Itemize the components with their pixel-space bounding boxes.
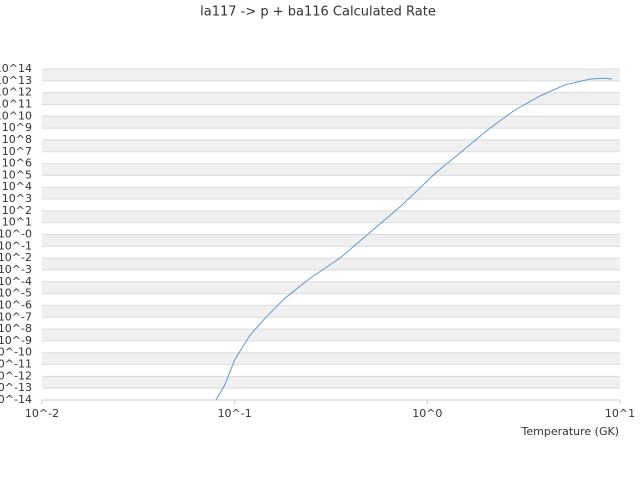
grid-band (42, 329, 620, 341)
y-tick-label: 10^11 (0, 97, 32, 110)
y-tick-label: 10^2 (2, 204, 32, 217)
grid-band (42, 187, 620, 200)
grid-band (42, 139, 620, 152)
x-tick-label: 10^-2 (25, 407, 59, 420)
y-tick-label: 10^-6 (0, 298, 32, 311)
y-tick-label: 10^-11 (0, 358, 32, 371)
y-tick-label: 10^3 (2, 192, 32, 205)
y-tick-label: 10^-8 (0, 322, 32, 335)
y-tick-label: 10^1 (2, 216, 32, 229)
y-tick-label: 10^12 (0, 86, 32, 99)
y-tick-label: 10^-14 (0, 393, 32, 406)
y-tick-label: 10^5 (2, 168, 32, 181)
grid-band (42, 210, 620, 223)
data-line (215, 77, 612, 401)
y-tick-label: 10^4 (2, 180, 32, 193)
y-tick-label: 10^-4 (0, 275, 32, 288)
grid-band (42, 305, 620, 318)
x-tick-label: 10^-1 (218, 407, 252, 420)
y-tick-label: 10^13 (0, 74, 32, 87)
y-tick-label: 10^-2 (0, 251, 32, 264)
grid-band (42, 116, 620, 129)
grid-band (42, 376, 620, 389)
y-tick-label: 10^-12 (0, 369, 32, 382)
grid-band (42, 352, 620, 365)
y-tick-label: 10^9 (2, 121, 32, 134)
y-tick-label: 10^-3 (0, 263, 32, 276)
x-axis-label: Temperature (GK) (521, 425, 620, 438)
y-tick-label: 10^-1 (0, 239, 32, 252)
y-tick-label: 10^7 (2, 145, 32, 158)
y-tick-label: 10^14 (0, 62, 32, 75)
x-tick-label: 10^1 (605, 407, 635, 420)
grid-band (42, 281, 620, 294)
y-tick-label: 10^-5 (0, 287, 32, 300)
y-tick-label: 10^-13 (0, 381, 32, 394)
grid-band (42, 92, 620, 105)
x-tick-label: 10^0 (412, 407, 442, 420)
grid-band (42, 69, 620, 81)
y-tick-label: 10^-10 (0, 346, 32, 359)
y-tick-label: 10^-0 (0, 228, 32, 241)
grid-band (42, 234, 620, 247)
y-tick-label: 10^6 (2, 157, 32, 170)
chart-title: la117 -> p + ba116 Calculated Rate (200, 5, 436, 20)
grid-band (42, 163, 620, 176)
y-tick-label: 10^-7 (0, 310, 32, 323)
y-tick-label: 10^-9 (0, 334, 32, 347)
y-tick-label: 10^10 (0, 109, 32, 122)
y-tick-label: 10^8 (2, 133, 32, 146)
